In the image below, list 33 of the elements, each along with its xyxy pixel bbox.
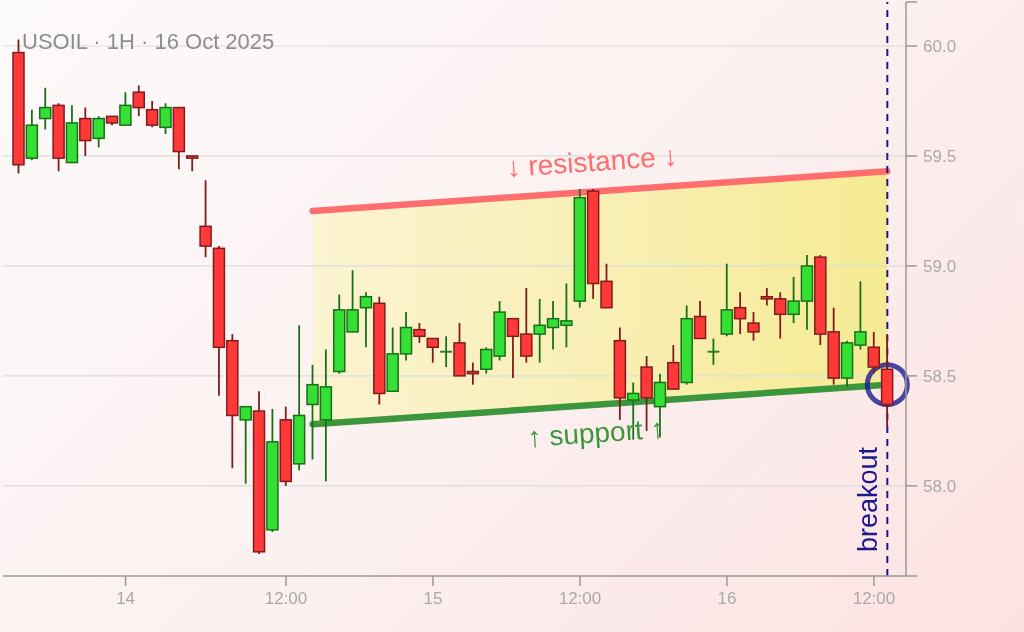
x-tick-label: 12:00 xyxy=(558,589,602,609)
candlestick xyxy=(145,100,159,129)
candlestick xyxy=(159,102,172,135)
x-tick-label: 15 xyxy=(423,589,443,609)
candlestick xyxy=(38,86,52,131)
candlestick xyxy=(119,91,132,127)
candlestick xyxy=(359,291,373,349)
candlestick xyxy=(199,179,212,259)
candlestick xyxy=(413,322,426,344)
candlestick xyxy=(747,311,760,342)
x-tick-label: 14 xyxy=(116,589,136,609)
candlestick xyxy=(693,300,707,340)
x-tick-label: 12:00 xyxy=(852,589,896,609)
series-label: ↓ resistance ↓ xyxy=(505,140,679,184)
y-tick-label: 59.0 xyxy=(923,256,957,276)
candlestick xyxy=(733,291,747,335)
candlestick xyxy=(79,106,92,157)
text: breakout xyxy=(853,446,884,552)
text: USOIL · 1H · 16 Oct 2025 xyxy=(22,29,275,54)
y-tick-label: 58.5 xyxy=(923,366,957,386)
y-tick-label: 60.0 xyxy=(923,37,957,57)
candlestick xyxy=(426,337,440,364)
y-tick-label: 59.5 xyxy=(923,146,957,166)
x-tick-label: 12:00 xyxy=(264,589,308,609)
candlestick xyxy=(239,405,252,485)
candlestick xyxy=(867,330,881,375)
candlestick xyxy=(440,335,453,368)
x-tick-label: 16 xyxy=(717,589,737,609)
candlestick xyxy=(707,337,720,366)
candlestick xyxy=(92,115,105,149)
y-tick-label: 58.0 xyxy=(923,476,957,496)
series-label: ↑ support ↑ xyxy=(526,412,666,454)
candlestick xyxy=(132,84,146,118)
